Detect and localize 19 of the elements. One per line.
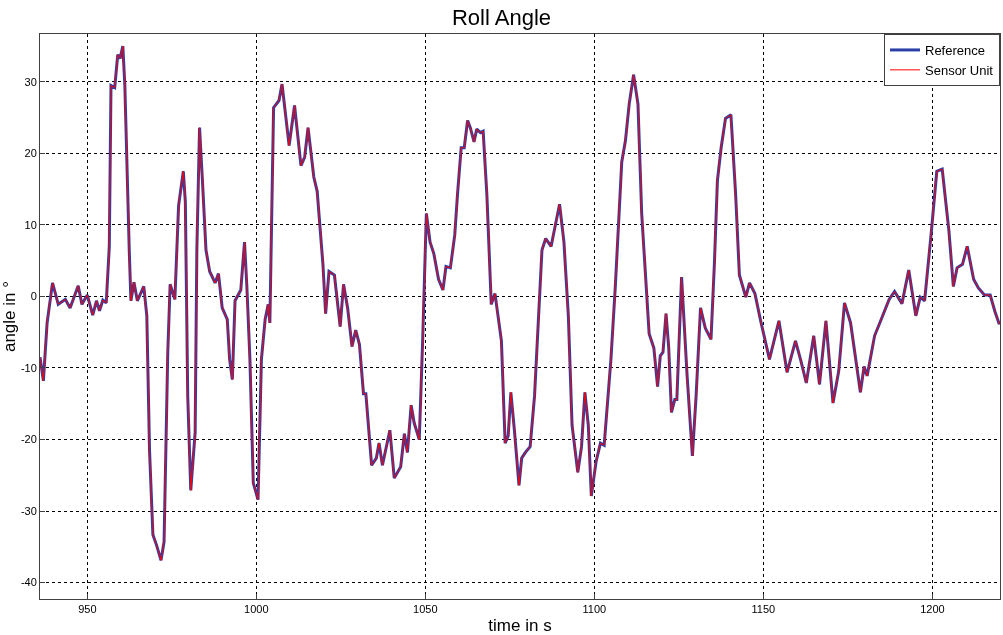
y-tick-label: -10: [20, 361, 37, 374]
x-tick-label: 1100: [582, 603, 607, 616]
x-tick-label: 1050: [413, 603, 438, 616]
legend-label: Sensor Unit: [925, 62, 994, 78]
y-tick-label: 0: [30, 290, 37, 303]
x-tick-label: 950: [78, 603, 97, 616]
x-axis-title: time in s: [488, 615, 552, 635]
x-tick-label: 1150: [751, 603, 776, 616]
x-tick-label: 1200: [920, 603, 945, 616]
y-tick-label: -30: [20, 504, 37, 517]
y-tick-label: -40: [20, 576, 37, 589]
y-axis-title: angle in °: [0, 280, 19, 353]
y-tick-label: -20: [20, 433, 37, 446]
y-tick-label: 20: [24, 147, 37, 160]
y-tick-label: 30: [24, 75, 37, 88]
y-tick-label: 10: [24, 218, 37, 231]
legend-label: Reference: [925, 43, 985, 59]
chart-title: Roll Angle: [451, 4, 552, 30]
x-tick-label: 1000: [244, 603, 269, 616]
